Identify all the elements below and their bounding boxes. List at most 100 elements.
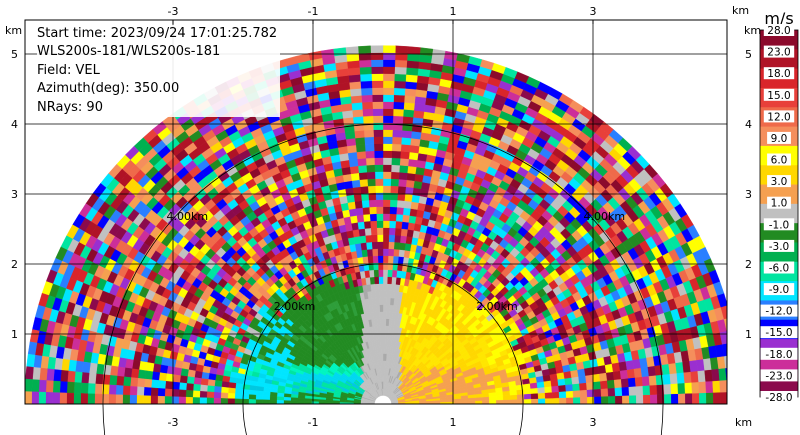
range-gate (370, 45, 384, 54)
range-gate (577, 368, 586, 377)
range-gate (414, 173, 424, 183)
range-gate (372, 115, 384, 124)
range-gate (221, 381, 230, 389)
range-gate (489, 399, 497, 404)
range-gate (379, 311, 384, 319)
range-gate (376, 213, 384, 221)
range-gate (627, 377, 637, 388)
x-tick-label-bottom: 1 (450, 416, 457, 429)
range-gate (382, 318, 387, 326)
range-gate (641, 375, 650, 387)
range-gate (573, 396, 581, 404)
range-gate (604, 363, 614, 373)
range-gate (359, 185, 369, 195)
azimuth-value: Azimuth(deg): 350.00 (37, 81, 180, 97)
range-gate (178, 396, 186, 404)
range-gate (531, 398, 539, 404)
range-gate (411, 194, 420, 203)
range-gate (371, 94, 384, 103)
range-gate (360, 80, 373, 89)
colorbar-label: 3.0 (771, 176, 788, 188)
range-gate (408, 215, 417, 224)
range-gate (136, 377, 146, 388)
range-ring-label: 4.00km (584, 210, 626, 223)
range-gate (401, 221, 409, 230)
range-gate (558, 390, 567, 399)
range-gate (227, 392, 236, 400)
range-gate (95, 363, 105, 375)
range-gate (410, 201, 419, 210)
range-gate (395, 220, 403, 229)
range-gate (366, 248, 373, 257)
range-gate (399, 235, 407, 244)
range-gate (262, 399, 270, 404)
range-gate (382, 157, 392, 165)
range-gate (220, 398, 228, 404)
range-gate (403, 200, 412, 209)
range-gate (382, 297, 387, 305)
y-tick-label-left: 2 (11, 258, 18, 271)
range-gate (318, 399, 326, 403)
range-gate (87, 393, 96, 404)
range-gate (606, 379, 616, 389)
range-gate (385, 325, 389, 334)
range-gate (391, 150, 401, 159)
range-gate (600, 388, 609, 397)
range-gate (365, 241, 373, 250)
colorbar-label: 23.0 (767, 47, 790, 59)
range-gate (66, 381, 75, 394)
scan-info-box: Start time: 2023/09/24 17:01:25.782 WLS2… (37, 25, 281, 118)
range-gate (332, 47, 347, 57)
range-gate (206, 397, 214, 404)
range-gate (408, 151, 419, 161)
range-gate (159, 364, 169, 374)
range-gate (248, 394, 257, 400)
range-gate (384, 339, 388, 347)
range-gate (359, 66, 372, 75)
range-gate (382, 339, 386, 347)
range-gate (731, 354, 739, 367)
range-gate (648, 375, 657, 386)
range-gate (578, 375, 587, 384)
range-ring-label: 4.00km (167, 210, 209, 223)
range-gate (393, 241, 401, 250)
range-gate (395, 213, 404, 222)
range-gate (297, 397, 306, 402)
range-gate (370, 234, 378, 243)
range-gate (352, 116, 364, 125)
range-gate (150, 387, 159, 397)
range-gate (398, 249, 405, 258)
range-gate (626, 368, 636, 379)
colorbar-label: -9.0 (769, 284, 790, 296)
range-gate (373, 150, 384, 159)
range-gate (39, 367, 48, 381)
range-gate (677, 393, 686, 404)
y-unit-label-right: km (744, 24, 761, 37)
y-tick-label-left: 1 (11, 328, 18, 341)
range-gate (628, 386, 637, 396)
range-gate (382, 234, 390, 242)
range-gate (379, 304, 384, 312)
range-gate (363, 220, 371, 229)
range-gate (698, 381, 707, 394)
range-gate (357, 45, 371, 54)
range-gate (405, 179, 415, 188)
range-gate (346, 60, 360, 69)
range-gate (227, 387, 236, 394)
range-gate (544, 391, 553, 399)
range-gate (592, 373, 601, 383)
range-gate (684, 392, 693, 404)
range-gate (347, 151, 358, 161)
range-gate (165, 373, 174, 383)
range-gate (348, 81, 362, 90)
range-gate (559, 397, 567, 404)
range-gate (354, 200, 363, 209)
range-gate (382, 185, 391, 193)
range-gate (194, 370, 203, 379)
range-gate (382, 255, 389, 263)
range-gate (482, 400, 490, 404)
range-gate (371, 73, 384, 82)
range-gate (365, 157, 375, 166)
x-tick-label-top: 3 (590, 5, 597, 18)
range-gate (377, 255, 384, 263)
